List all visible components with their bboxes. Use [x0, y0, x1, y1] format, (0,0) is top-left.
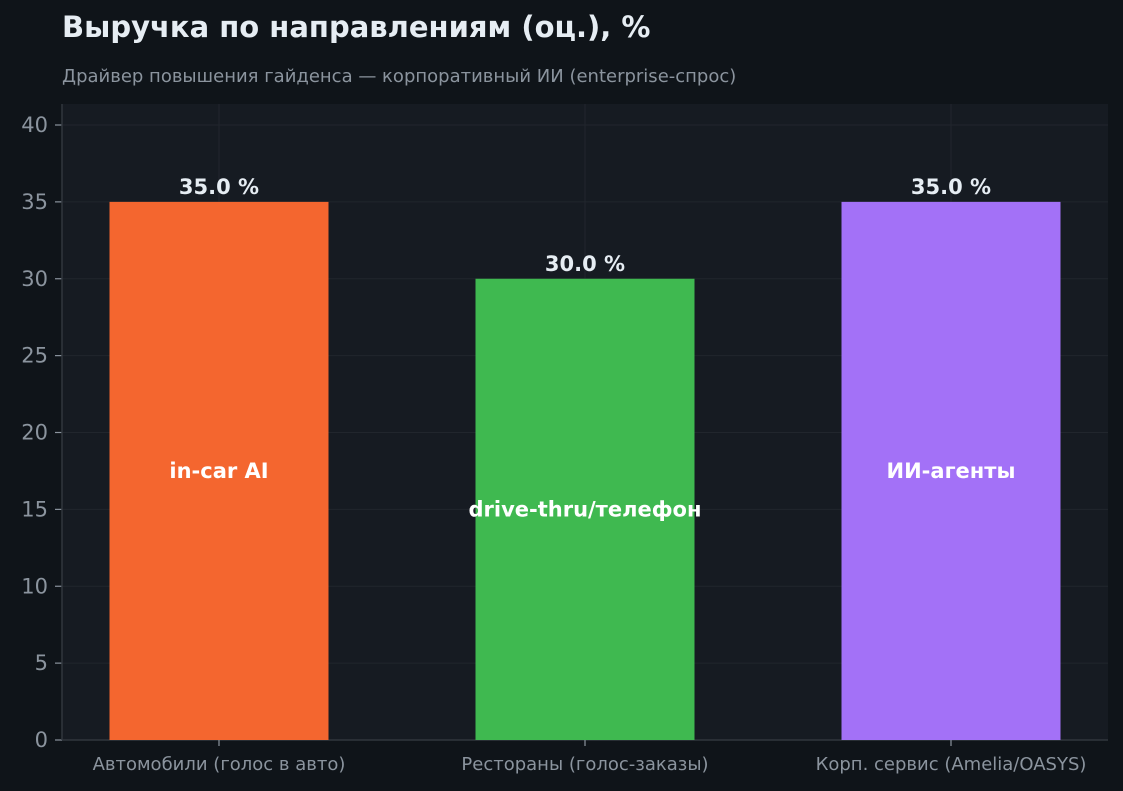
data-label: 35.0 % [911, 175, 991, 199]
labels: Автомобили (голос в авто) 35.0 % in-car AI… [93, 175, 1087, 775]
bar-annotation: ИИ-агенты [887, 459, 1016, 483]
data-label: 30.0 % [545, 252, 625, 276]
y-tick-label: 35 [21, 190, 48, 214]
y-tick-label: 10 [21, 574, 48, 598]
bar [109, 201, 329, 740]
bar [475, 278, 695, 740]
chart-title: Выручка по направлениям (оц.), % [62, 10, 651, 44]
x-tick-label: Корп. сервис (Amelia/OASYS) [816, 754, 1087, 775]
y-tick-label: 20 [21, 421, 48, 445]
y-tick-label: 30 [21, 267, 48, 291]
data-label: 35.0 % [179, 175, 259, 199]
y-tick-label: 15 [21, 497, 48, 521]
bar [841, 201, 1061, 740]
axes: 0 5 10 15 20 25 30 35 40 [21, 104, 1108, 752]
y-tick-label: 40 [21, 113, 48, 137]
chart-subtitle: Драйвер повышения гайденса — корпоративн… [62, 66, 737, 87]
bars [109, 201, 1061, 740]
x-tick-label: Автомобили (голос в авто) [93, 754, 346, 775]
y-tick-label: 25 [21, 344, 48, 368]
y-tick-label: 5 [35, 651, 48, 675]
bar-annotation: drive-thru/телефон [468, 497, 701, 521]
y-tick-label: 0 [35, 728, 48, 752]
x-tick-label: Рестораны (голос-заказы) [461, 754, 708, 775]
bar-annotation: in-car AI [169, 459, 268, 483]
